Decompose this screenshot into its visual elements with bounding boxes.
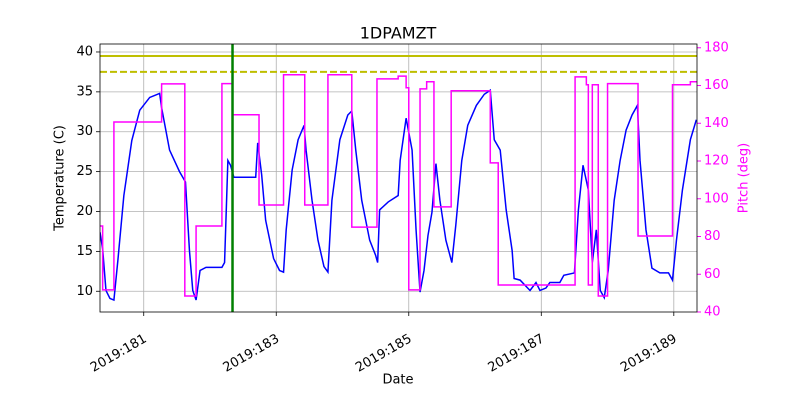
y-tick-label: 15 — [76, 244, 93, 259]
y-tick-label: 20 — [76, 204, 93, 219]
data-line — [100, 74, 697, 297]
x-axis-label: Date — [382, 373, 413, 388]
y-tick-label: 10 — [76, 284, 93, 299]
y2-tick-label: 120 — [704, 154, 729, 169]
y2-tick-label: 40 — [704, 305, 721, 320]
y-tick-label: 40 — [76, 44, 93, 59]
y-tick-label: 35 — [76, 84, 93, 99]
y2-tick-label: 60 — [704, 267, 721, 282]
y2-tick-label: 180 — [704, 40, 729, 55]
y2-tick-label: 80 — [704, 229, 721, 244]
chart-title: 1DPAMZT — [360, 24, 437, 43]
y-tick-label: 25 — [76, 164, 93, 179]
y-tick-label: 30 — [76, 124, 93, 139]
plot-frame — [99, 43, 698, 313]
plot-area — [100, 44, 697, 312]
y2-axis-label: Pitch (deg) — [737, 143, 752, 213]
y-axis-label: Temperature (C) — [53, 125, 68, 232]
y2-tick-label: 100 — [704, 191, 729, 206]
y2-tick-label: 160 — [704, 78, 729, 93]
y2-tick-label: 140 — [704, 116, 729, 131]
data-line — [100, 88, 697, 302]
